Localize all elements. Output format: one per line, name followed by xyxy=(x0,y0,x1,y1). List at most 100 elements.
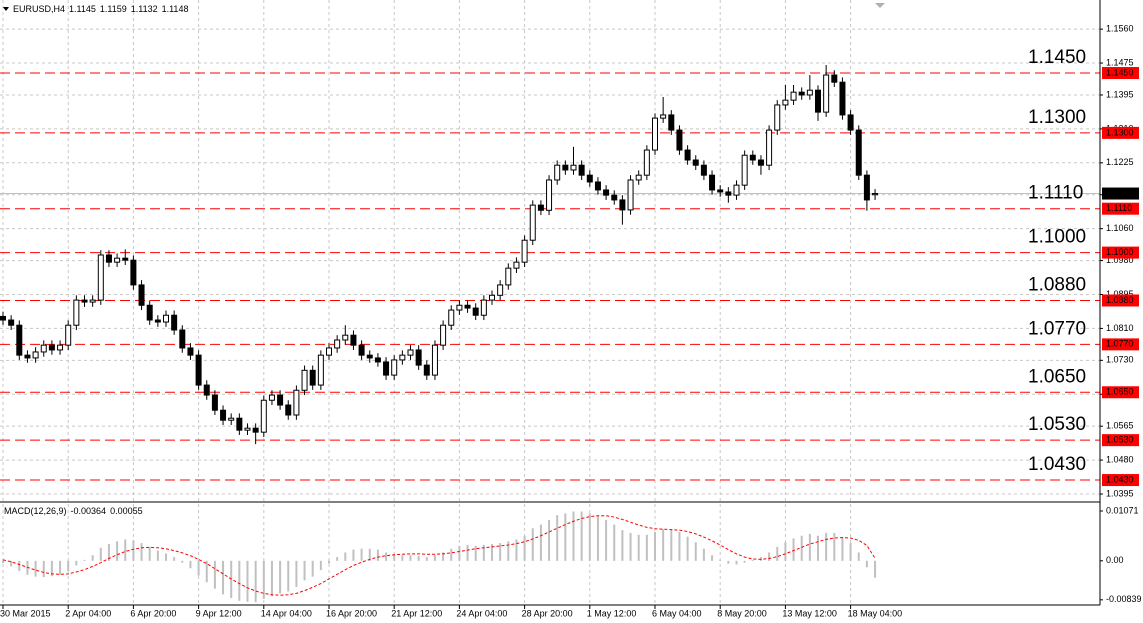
candle-body xyxy=(57,344,64,351)
y-tick-label: 1.0395 xyxy=(1106,488,1134,498)
candle-body xyxy=(594,181,601,191)
level-price-label: 1.0530 xyxy=(1106,435,1134,445)
header-open: 1.1145 xyxy=(69,4,96,14)
candle-body xyxy=(146,304,153,321)
y-tick-label: -0.00839 xyxy=(1106,594,1142,604)
macd-bar xyxy=(2,560,4,564)
macd-bar xyxy=(148,546,151,561)
macd-bar xyxy=(621,530,624,561)
candle-body xyxy=(293,389,300,416)
candle-body xyxy=(114,257,121,263)
level-price-box xyxy=(1102,338,1139,351)
macd-bar xyxy=(808,533,811,561)
level-price-box xyxy=(1102,434,1139,447)
candle-body xyxy=(766,129,773,166)
candle-body xyxy=(660,114,667,119)
candle-body xyxy=(456,304,463,311)
macd-bar xyxy=(678,531,681,561)
shift-marker xyxy=(875,3,885,8)
level-price-box xyxy=(1102,67,1139,80)
macd-bar xyxy=(385,552,388,561)
price-header: EURUSD,H4 1.1145 1.1159 1.1132 1.1148 xyxy=(13,4,188,14)
macd-bar xyxy=(75,560,78,566)
macd-bar xyxy=(238,560,241,601)
candle-body xyxy=(317,354,324,386)
level-price-box xyxy=(1102,202,1139,215)
macd-bar xyxy=(279,560,282,594)
macd-bar xyxy=(328,560,330,564)
candle-body xyxy=(537,204,544,211)
level-label: 1.0430 xyxy=(1028,454,1086,475)
candle-body xyxy=(717,189,724,193)
x-tick-label: 30 Mar 2015 xyxy=(0,608,51,618)
macd-bar xyxy=(613,524,616,561)
last-price-box xyxy=(1102,187,1139,200)
candle-body xyxy=(374,357,381,363)
candle-body xyxy=(806,89,813,96)
macd-bar xyxy=(507,541,510,561)
macd-bar xyxy=(654,531,656,561)
macd-bar xyxy=(124,539,127,561)
level-price-label: 1.0880 xyxy=(1106,295,1134,305)
candle-body xyxy=(815,89,821,113)
macd-bar xyxy=(645,534,648,561)
macd-bar xyxy=(42,560,45,578)
candle-body xyxy=(823,74,830,113)
y-tick-label: 0.01071 xyxy=(1106,505,1139,515)
macd-bar xyxy=(458,545,461,561)
candle-body xyxy=(252,427,259,433)
macd-bar xyxy=(580,511,583,561)
macd-bar xyxy=(336,557,339,561)
macd-bar xyxy=(197,560,200,576)
x-tick-label: 16 Apr 20:00 xyxy=(326,608,377,618)
candle-body xyxy=(383,361,390,376)
candle-body xyxy=(546,179,553,211)
macd-bar xyxy=(768,552,771,561)
macd-bar xyxy=(474,545,477,561)
candle-body xyxy=(423,364,430,376)
candle-body xyxy=(643,149,650,176)
level-price-label: 1.1000 xyxy=(1106,247,1134,257)
y-tick-label: 1.0810 xyxy=(1106,323,1134,333)
macd-bar xyxy=(735,560,738,565)
macd-bar xyxy=(344,552,347,561)
macd-signal-line xyxy=(2,515,876,596)
candle-body xyxy=(301,369,308,391)
macd-bar xyxy=(132,540,135,561)
macd-bar xyxy=(662,529,665,561)
macd-bar xyxy=(222,560,225,595)
macd-bar xyxy=(825,532,828,561)
y-tick-label: 1.0980 xyxy=(1106,255,1134,265)
candle-body xyxy=(700,164,707,176)
x-tick-label: 2 Apr 04:00 xyxy=(65,608,111,618)
level-label: 1.1000 xyxy=(1028,227,1086,248)
macd-bar xyxy=(531,528,534,561)
macd-bar xyxy=(352,549,355,561)
macd-bar xyxy=(482,545,485,561)
macd-bar xyxy=(702,548,705,561)
candle-body xyxy=(635,174,642,181)
candle-body xyxy=(692,159,699,166)
macd-bar xyxy=(360,548,363,561)
level-price-label: 1.1300 xyxy=(1106,127,1134,137)
level-price-label: 1.0430 xyxy=(1106,474,1134,484)
candle-body xyxy=(733,184,740,196)
x-tick-label: 24 Apr 04:00 xyxy=(456,608,507,618)
candle-body xyxy=(505,267,512,286)
macd-bar xyxy=(670,529,673,561)
level-price-box xyxy=(1102,246,1139,259)
x-tick-label: 14 Apr 04:00 xyxy=(261,608,312,618)
candle-body xyxy=(472,307,479,316)
y-tick-label: 1.0565 xyxy=(1106,421,1134,431)
candle-body xyxy=(48,344,55,351)
header-close: 1.1148 xyxy=(162,4,189,14)
macd-bar xyxy=(67,560,70,572)
candle-body xyxy=(725,191,732,196)
header-high: 1.1159 xyxy=(100,4,127,14)
macd-bar xyxy=(523,535,526,561)
level-label: 1.0880 xyxy=(1028,274,1086,295)
last-price-label: 1.1148 xyxy=(1106,188,1133,198)
macd-bar xyxy=(817,535,819,561)
level-label: 1.0650 xyxy=(1028,366,1086,387)
